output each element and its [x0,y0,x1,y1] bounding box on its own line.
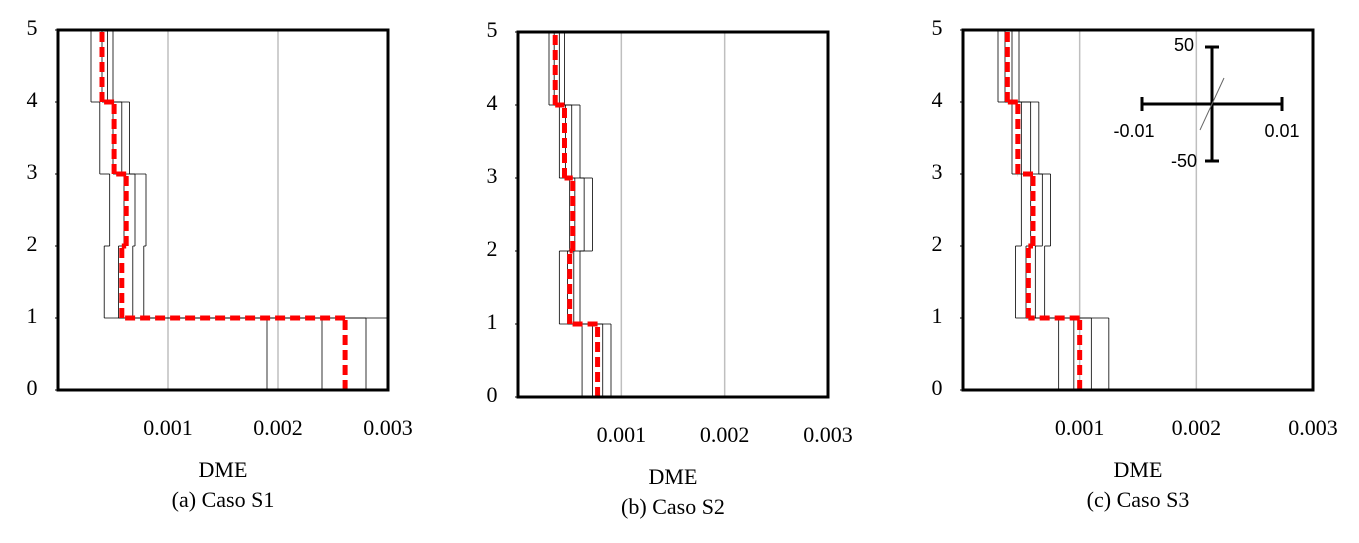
y-tick-label: 3 [932,159,943,184]
x-axis-label: DME [649,464,698,489]
y-tick-label: 5 [487,17,498,42]
y-tick-label: 0 [27,375,38,400]
y-tick-label: 3 [487,163,498,188]
x-tick-label: 0.003 [363,415,413,440]
y-tick-label: 1 [932,303,943,328]
y-tick-label: 3 [27,159,38,184]
y-tick-label: 2 [487,236,498,261]
y-tick-label: 5 [27,15,38,40]
y-tick-label: 1 [27,303,38,328]
inset-diag [1199,77,1225,131]
x-axis-label: DME [199,457,248,482]
plot-frame [961,28,1315,392]
x-axis-label: DME [1114,457,1163,482]
y-tick-label: 1 [487,309,498,334]
x-tick-label: 0.001 [1055,415,1105,440]
y-tick-label: 4 [27,87,38,112]
inset-label: 50 [1174,35,1194,55]
x-tick-label: 0.003 [1288,415,1338,440]
x-tick-label: 0.002 [253,415,303,440]
x-tick-label: 0.002 [1172,415,1222,440]
caption: (a) Caso S1 [172,487,275,512]
y-tick-label: 4 [487,90,498,115]
inset-label: 0.01 [1264,121,1299,141]
y-tick-label: 0 [487,382,498,407]
x-tick-label: 0.002 [700,422,750,447]
y-tick-label: 4 [932,87,943,112]
caption: (c) Caso S3 [1087,487,1190,512]
plot-frame [56,28,390,392]
plot-frame [516,30,830,399]
inset-label: -50 [1171,151,1197,171]
y-tick-label: 2 [932,231,943,256]
x-tick-label: 0.001 [597,422,647,447]
y-tick-label: 5 [932,15,943,40]
x-tick-label: 0.001 [143,415,193,440]
inset-label: -0.01 [1113,121,1154,141]
y-tick-label: 0 [932,375,943,400]
caption: (b) Caso S2 [621,494,725,519]
x-tick-label: 0.003 [803,422,853,447]
y-tick-label: 2 [27,231,38,256]
